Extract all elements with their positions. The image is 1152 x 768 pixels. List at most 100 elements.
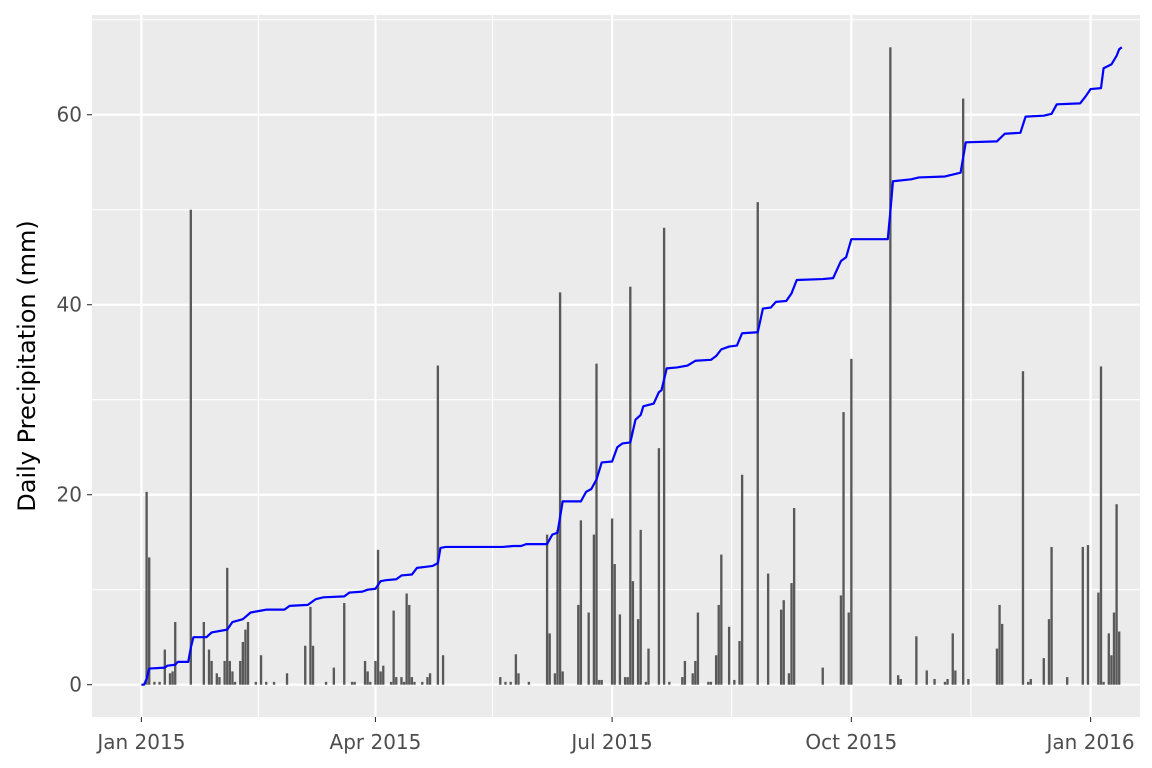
precip-bar xyxy=(740,474,744,685)
precip-bar xyxy=(553,673,557,685)
precip-bar xyxy=(272,681,276,685)
precip-bar xyxy=(309,606,312,685)
precip-bar xyxy=(392,610,395,685)
precip-bar xyxy=(925,670,928,685)
precip-bar xyxy=(527,681,531,685)
precip-bar xyxy=(1099,366,1103,685)
precip-bar xyxy=(792,508,796,685)
precip-bar xyxy=(600,679,603,685)
precip-bar xyxy=(202,622,205,685)
precip-bar xyxy=(779,609,783,685)
x-tick-label: Oct 2015 xyxy=(805,730,897,754)
y-tick-label: 40 xyxy=(57,293,82,317)
precip-bar xyxy=(374,660,377,685)
precip-bar xyxy=(915,636,918,685)
precip-bar xyxy=(951,633,954,685)
precip-bar xyxy=(683,660,687,685)
bar-series xyxy=(145,47,1121,685)
x-tick-label: Jul 2015 xyxy=(569,730,652,754)
precip-bar xyxy=(668,681,671,685)
precip-bar xyxy=(259,655,263,685)
precip-bar xyxy=(210,660,213,685)
precip-bar xyxy=(636,619,640,685)
precip-bar xyxy=(1047,619,1051,685)
precip-bar xyxy=(148,557,151,685)
precip-bar xyxy=(1027,681,1030,685)
precip-bar xyxy=(441,655,445,685)
precip-bar xyxy=(215,673,218,685)
precip-bar xyxy=(1086,545,1090,685)
precip-bar xyxy=(174,622,177,685)
precip-bar xyxy=(558,292,562,685)
x-axis: Jan 2015 Apr 2015 Jul 2015 Oct 2015 Jan 2016 xyxy=(95,717,1135,754)
precip-bar xyxy=(790,583,793,685)
precip-bar xyxy=(1081,546,1084,685)
precip-bar xyxy=(644,681,648,685)
precip-bar xyxy=(579,520,583,685)
precip-bar xyxy=(353,681,356,685)
precip-bar xyxy=(395,677,398,685)
precip-bar xyxy=(595,363,598,685)
precip-bar xyxy=(1118,631,1121,685)
precip-bar xyxy=(577,604,580,685)
precip-bar xyxy=(145,491,148,685)
precip-bar xyxy=(254,681,257,685)
precip-bar xyxy=(657,448,661,685)
precip-bar xyxy=(376,549,380,685)
precip-bar xyxy=(158,681,161,685)
precip-bar xyxy=(847,612,850,685)
precip-bar xyxy=(517,673,520,685)
precip-bar xyxy=(207,649,211,685)
precip-bar xyxy=(647,648,650,685)
precip-bar xyxy=(962,98,965,685)
y-axis: 0 20 40 60 xyxy=(57,103,92,697)
precip-bar xyxy=(285,673,289,685)
precip-bar xyxy=(707,681,710,685)
precip-bar xyxy=(850,358,853,685)
precip-bar xyxy=(714,655,718,685)
precip-bar xyxy=(514,654,518,685)
precip-bar xyxy=(691,673,694,685)
precip-bar xyxy=(954,670,957,685)
precip-bar xyxy=(587,612,590,685)
precip-bar xyxy=(168,673,172,685)
precip-bar xyxy=(1021,371,1025,685)
precip-bar xyxy=(153,681,156,685)
precip-bar xyxy=(821,667,824,685)
precip-bar xyxy=(561,671,564,685)
precip-bar xyxy=(171,671,174,685)
precip-bar xyxy=(428,673,432,685)
precip-bar xyxy=(639,529,642,685)
y-tick-label: 0 xyxy=(69,673,82,697)
precip-bar xyxy=(613,564,616,685)
precip-bar xyxy=(896,675,900,685)
precip-bar xyxy=(756,202,759,685)
precip-bar xyxy=(548,633,551,685)
precip-bar xyxy=(592,534,596,685)
y-tick-label: 60 xyxy=(57,103,82,127)
precip-bar xyxy=(738,641,741,685)
precip-bar xyxy=(889,47,892,685)
precip-bar xyxy=(626,677,629,685)
y-axis-title: Daily Precipitation (mm) xyxy=(13,220,41,511)
precip-bar xyxy=(967,679,970,685)
precip-bar xyxy=(787,673,791,685)
precip-bar xyxy=(1102,681,1105,685)
precip-bar xyxy=(244,629,247,685)
precip-bar xyxy=(366,671,369,685)
precip-bar xyxy=(1001,623,1004,685)
precip-bar xyxy=(733,679,736,685)
precip-bar xyxy=(618,614,622,685)
precip-bar xyxy=(343,603,346,685)
precip-bar xyxy=(839,595,843,685)
y-tick-label: 20 xyxy=(57,483,82,507)
precip-bar xyxy=(504,681,507,685)
precip-bar xyxy=(727,626,731,685)
cumulative-line xyxy=(141,46,1123,686)
precip-bar xyxy=(246,622,250,685)
precip-bar xyxy=(899,679,902,685)
precip-bar xyxy=(1107,633,1110,685)
x-tick-label: Jan 2016 xyxy=(1045,730,1135,754)
precip-bar xyxy=(1050,546,1053,685)
